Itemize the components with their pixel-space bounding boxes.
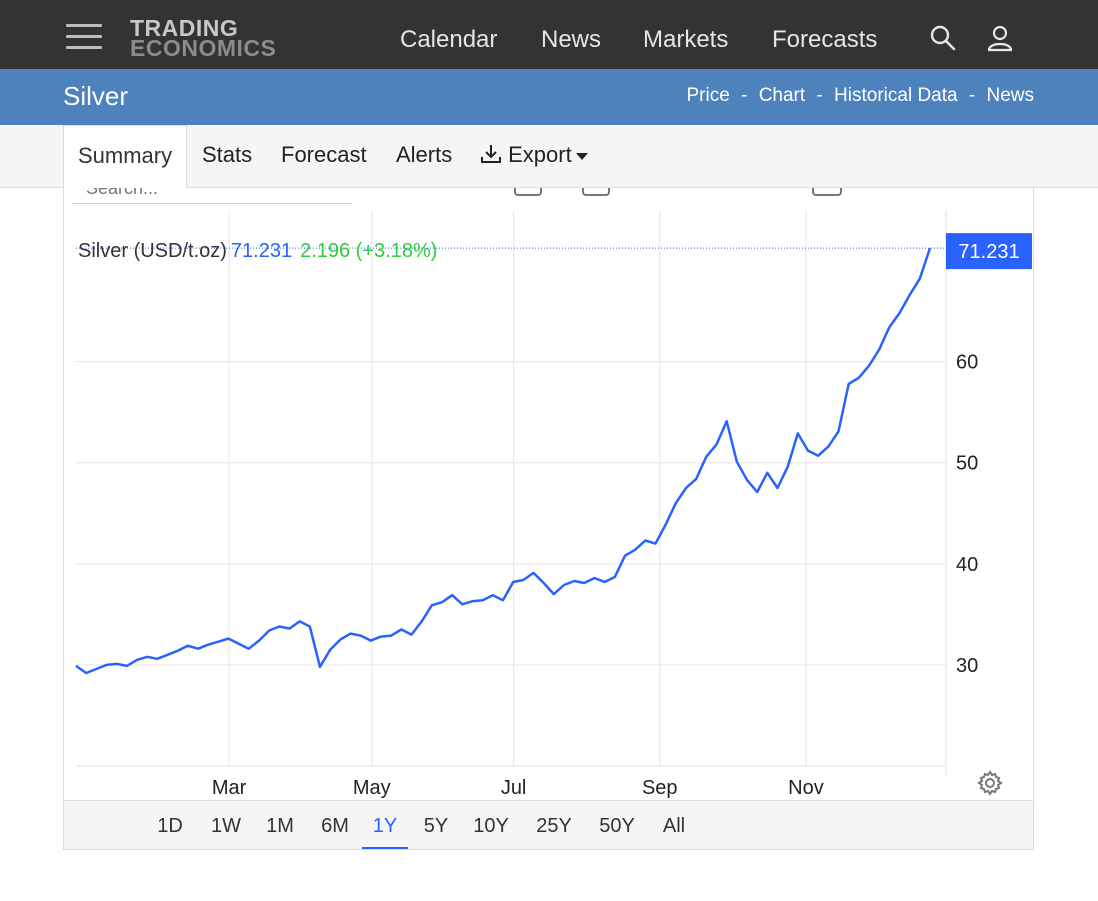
top-navigation-bar: TRADING ECONOMICS Calendar News Markets …: [0, 0, 1098, 69]
y-tick-label: 30: [956, 655, 978, 677]
chart-search-input[interactable]: [72, 188, 352, 204]
range-button-10y[interactable]: 10Y: [473, 815, 509, 837]
link-price[interactable]: Price: [686, 85, 730, 106]
price-line-chart[interactable]: 30 40 50 60 Mar May Jul Sep Nov 71.231: [64, 188, 1033, 800]
page-title: Silver: [63, 81, 129, 111]
tab-stats[interactable]: Stats: [202, 142, 253, 167]
y-tick-label: 60: [956, 352, 978, 374]
x-tick-label: Mar: [212, 777, 247, 799]
x-tick-label: Nov: [788, 777, 824, 799]
search-icon[interactable]: [929, 24, 957, 52]
nav-markets[interactable]: Markets: [643, 26, 729, 53]
y-tick-label: 50: [956, 453, 978, 475]
time-range-bar: 1D 1W 1M 6M 1Y 5Y 10Y 25Y 50Y All: [64, 800, 1033, 849]
chevron-down-icon: [575, 152, 588, 160]
legend-series-name: Silver (USD/t.oz): [78, 240, 227, 262]
x-tick-label: May: [353, 777, 391, 799]
x-tick-label: Sep: [642, 777, 678, 799]
range-button-1d[interactable]: 1D: [157, 815, 183, 837]
range-button-all[interactable]: All: [662, 815, 686, 837]
logo-line-1: TRADING: [130, 15, 239, 41]
toolbar-partial-icon[interactable]: [514, 188, 542, 196]
tabs-bar: Summary Stats Forecast Alerts Export: [0, 125, 1098, 188]
range-button-1m[interactable]: 1M: [266, 815, 294, 837]
user-icon[interactable]: [986, 24, 1014, 52]
legend-price: 71.231: [230, 240, 293, 262]
chart-legend: Silver (USD/t.oz) 71.231 2.196 (+3.18%): [78, 240, 437, 263]
export-label: Export: [508, 142, 572, 167]
link-separator: -: [741, 85, 748, 106]
tab-summary[interactable]: Summary: [63, 125, 188, 188]
nav-calendar[interactable]: Calendar: [400, 26, 498, 53]
link-separator: -: [968, 85, 976, 106]
last-price-tag-label: 71.231: [958, 241, 1019, 263]
last-price-tag: [946, 233, 1032, 270]
series-line[interactable]: [75, 247, 932, 675]
sub-navigation-links: Price - Chart - Historical Data - News: [687, 85, 1035, 107]
download-icon: [481, 145, 501, 163]
link-separator: -: [816, 85, 823, 106]
range-button-6m[interactable]: 6M: [321, 815, 349, 837]
link-historical-data[interactable]: Historical Data: [834, 85, 958, 106]
logo-line-2: ECONOMICS: [130, 35, 277, 61]
link-chart[interactable]: Chart: [758, 85, 806, 106]
toolbar-partial-icon[interactable]: [582, 188, 610, 196]
range-button-25y[interactable]: 25Y: [536, 815, 572, 837]
link-news[interactable]: News: [986, 85, 1034, 106]
settings-gear-icon[interactable]: [977, 770, 1003, 796]
range-button-5y[interactable]: 5Y: [423, 815, 449, 837]
menu-icon[interactable]: [66, 24, 102, 50]
y-tick-label: 40: [956, 554, 978, 576]
legend-change: 2.196 (+3.18%): [300, 240, 438, 262]
tab-alerts[interactable]: Alerts: [396, 142, 453, 167]
toolbar-partial-icon[interactable]: [812, 188, 842, 196]
export-button[interactable]: Export: [480, 125, 588, 188]
range-button-1y[interactable]: 1Y: [362, 811, 408, 849]
nav-forecasts[interactable]: Forecasts: [772, 26, 878, 53]
nav-news[interactable]: News: [541, 26, 602, 53]
chart-panel: 30 40 50 60 Mar May Jul Sep Nov 71.231 Silver (US…: [63, 188, 1034, 850]
range-button-50y[interactable]: 50Y: [599, 815, 635, 837]
trading-economics-logo[interactable]: TRADING ECONOMICS: [130, 15, 277, 61]
title-bar: Silver Price - Chart - Historical Data -…: [0, 69, 1098, 125]
tab-forecast[interactable]: Forecast: [281, 142, 367, 167]
range-button-1w[interactable]: 1W: [211, 815, 241, 837]
x-tick-label: Jul: [501, 777, 527, 799]
